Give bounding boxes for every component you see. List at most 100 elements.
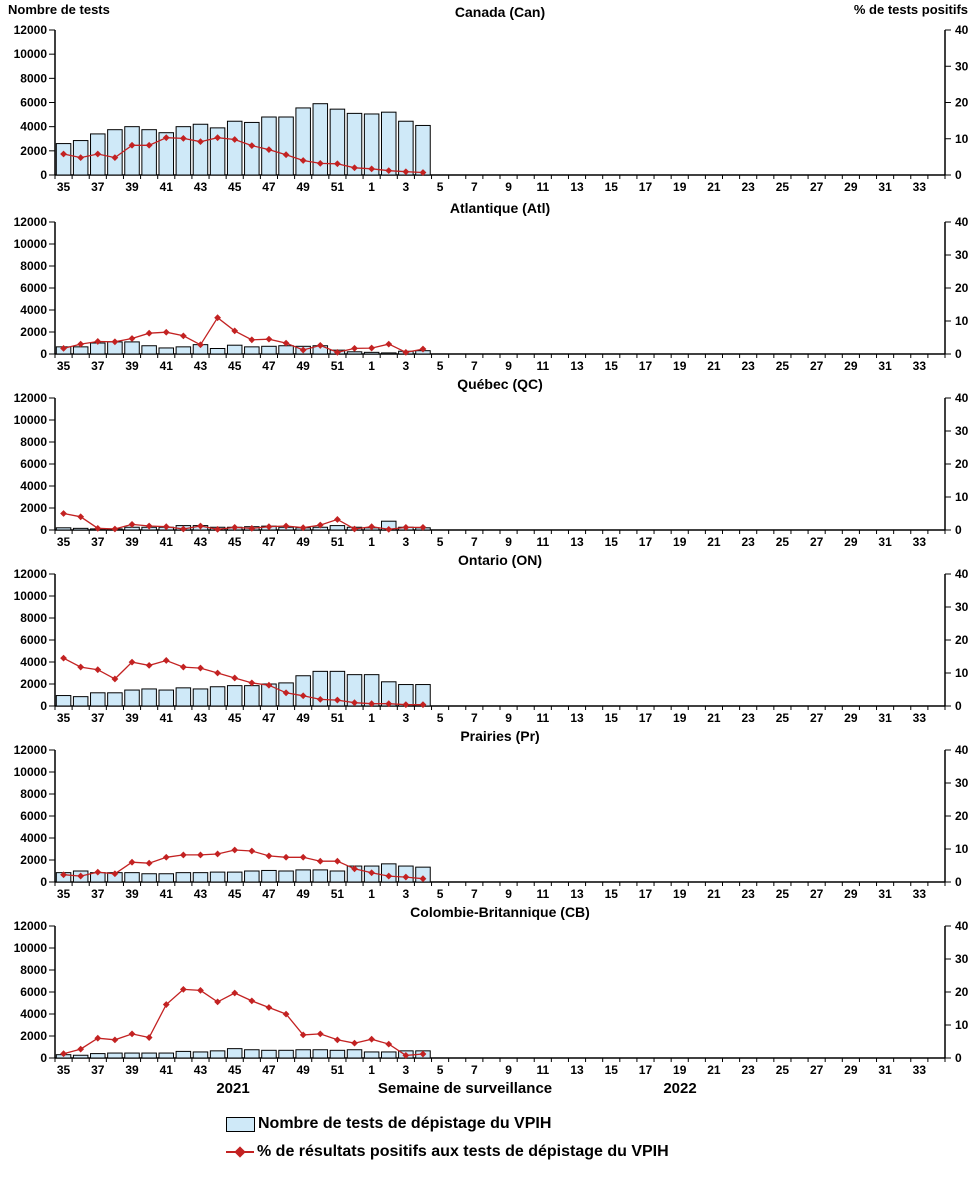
x-axis: 35 37 39 41 43 45 47 49 51 1 3 5 7 9 11 13 15 17 19 21 23 25 2… bbox=[54, 705, 946, 725]
x-tick-label: 21 bbox=[707, 180, 721, 194]
x-tick-label: 51 bbox=[331, 711, 345, 725]
left-tick-label: 2000 bbox=[20, 677, 47, 691]
x-tick-label: 33 bbox=[913, 359, 927, 373]
x-tick-label: 37 bbox=[91, 535, 105, 549]
bar bbox=[107, 129, 123, 176]
bar bbox=[295, 869, 311, 883]
x-tick-label: 23 bbox=[741, 1063, 755, 1077]
diamond-marker-icon bbox=[282, 853, 290, 861]
positivity-line bbox=[63, 657, 423, 706]
bar bbox=[158, 132, 175, 176]
diamond-marker-icon bbox=[248, 142, 256, 150]
x-tick-label: 25 bbox=[776, 887, 790, 901]
diamond-marker-icon bbox=[385, 340, 393, 348]
bar bbox=[226, 120, 243, 176]
bar bbox=[278, 1049, 294, 1059]
x-tick-label: 35 bbox=[57, 1063, 71, 1077]
diamond-marker-icon bbox=[128, 658, 136, 666]
diamond-marker-icon bbox=[231, 136, 239, 143]
x-axis-title: Semaine de surveillance bbox=[377, 1080, 553, 1097]
diamond-marker-icon bbox=[282, 522, 290, 530]
x-tick-label: 27 bbox=[810, 1063, 824, 1077]
diamond-marker-icon bbox=[60, 510, 67, 517]
x-tick-label: 33 bbox=[913, 887, 927, 901]
x-tick-label: 7 bbox=[471, 711, 478, 725]
panel-title-atlantique: Atlantique (Atl) bbox=[450, 200, 550, 216]
bar bbox=[209, 348, 226, 355]
x-tick-label: 13 bbox=[570, 1063, 584, 1077]
x-tick-label: 49 bbox=[296, 711, 310, 725]
diamond-marker-icon bbox=[94, 524, 102, 532]
bar bbox=[380, 1051, 397, 1059]
left-tick-label: 6000 bbox=[20, 809, 47, 823]
diamond-marker-icon bbox=[282, 151, 290, 159]
left-tick-label: 6000 bbox=[20, 985, 47, 999]
diamond-marker-icon bbox=[111, 154, 119, 161]
right-tick-label: 40 bbox=[955, 919, 969, 933]
x-tick-label: 3 bbox=[403, 359, 410, 373]
diamond-marker-icon bbox=[214, 669, 221, 677]
x-tick-label: 49 bbox=[296, 535, 310, 549]
diamond-marker-icon bbox=[94, 868, 102, 876]
diamond-marker-icon bbox=[334, 516, 341, 523]
x-tick-label: 45 bbox=[228, 711, 242, 725]
x-tick-label: 17 bbox=[639, 887, 653, 901]
bar bbox=[278, 116, 294, 176]
diamond-marker-icon bbox=[368, 344, 376, 352]
bar bbox=[209, 127, 226, 176]
right-axis: 40 30 20 10 0 bbox=[944, 919, 969, 1065]
bar bbox=[209, 1050, 226, 1059]
bar bbox=[90, 692, 106, 707]
bar bbox=[124, 126, 140, 176]
x-tick-label: 5 bbox=[437, 887, 444, 901]
left-tick-label: 2000 bbox=[20, 325, 47, 339]
x-tick-label: 21 bbox=[707, 887, 721, 901]
diamond-marker-icon bbox=[402, 348, 410, 356]
diamond-marker-icon bbox=[94, 150, 102, 158]
x-tick-label: 3 bbox=[403, 711, 410, 725]
bar bbox=[175, 346, 192, 355]
bar bbox=[261, 869, 277, 883]
bar bbox=[329, 525, 346, 531]
positivity-line bbox=[63, 512, 423, 530]
x-tick-label: 23 bbox=[741, 180, 755, 194]
diamond-marker-icon bbox=[248, 997, 256, 1005]
left-tick-label: 4000 bbox=[20, 831, 47, 845]
x-tick-label: 1 bbox=[368, 535, 375, 549]
bar bbox=[363, 1051, 380, 1059]
x-tick-label: 15 bbox=[605, 359, 619, 373]
bar bbox=[107, 692, 123, 707]
left-tick-label: 6000 bbox=[20, 633, 47, 647]
x-axis: 35 37 39 41 43 45 47 49 51 1 3 5 7 9 11 13 15 17 19 21 23 25 2… bbox=[54, 529, 946, 549]
diamond-marker-icon bbox=[385, 872, 393, 880]
right-tick-label: 40 bbox=[955, 215, 969, 229]
x-tick-label: 25 bbox=[776, 359, 790, 373]
x-tick-label: 41 bbox=[160, 887, 174, 901]
bar bbox=[175, 687, 192, 707]
chart-quebec: Québec (QC)12000100008000600040002000040… bbox=[14, 376, 969, 549]
right-tick-label: 20 bbox=[955, 96, 969, 110]
x-tick-label: 45 bbox=[228, 535, 242, 549]
x-tick-label: 35 bbox=[57, 359, 71, 373]
diamond-marker-icon bbox=[351, 699, 358, 707]
bar bbox=[380, 352, 397, 355]
x-tick-label: 25 bbox=[776, 535, 790, 549]
bar bbox=[261, 345, 277, 355]
bar bbox=[295, 675, 311, 707]
chart-atlantique: Atlantique (Atl)120001000080006000400020… bbox=[14, 200, 969, 373]
left-tick-label: 0 bbox=[40, 875, 47, 889]
diamond-marker-icon bbox=[145, 141, 153, 149]
diamond-marker-icon bbox=[402, 168, 410, 176]
right-axis: 40 30 20 10 0 bbox=[944, 215, 969, 361]
x-tick-label: 19 bbox=[673, 1063, 687, 1077]
diamond-marker-icon bbox=[282, 1010, 290, 1018]
x-tick-label: 41 bbox=[160, 359, 174, 373]
x-tick-label: 49 bbox=[296, 1063, 310, 1077]
x-tick-label: 29 bbox=[844, 1063, 858, 1077]
diamond-marker-icon bbox=[179, 134, 187, 142]
bar bbox=[55, 527, 72, 531]
bar bbox=[261, 116, 277, 176]
diamond-marker-icon bbox=[316, 1030, 324, 1038]
diamond-marker-icon bbox=[179, 525, 187, 533]
